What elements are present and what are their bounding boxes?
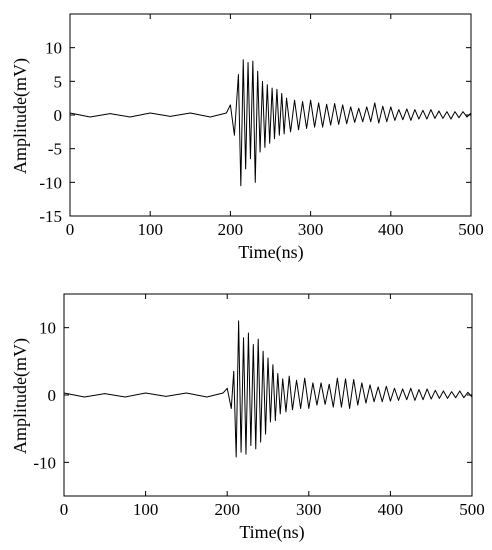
x-tick-label: 0 <box>60 500 69 519</box>
signal-line <box>69 59 472 187</box>
y-tick-label: 0 <box>48 386 57 405</box>
x-tick-label: 500 <box>459 500 485 519</box>
signal-line <box>63 320 473 458</box>
x-tick-label: 400 <box>378 220 404 239</box>
y-tick-label: -10 <box>39 173 62 192</box>
x-tick-label: 400 <box>378 500 404 519</box>
y-tick-label: -15 <box>39 207 62 226</box>
x-tick-label: 500 <box>458 220 484 239</box>
y-axis-label: Amplitude(mV) <box>10 58 31 174</box>
y-axis-label: Amplitude(mV) <box>10 338 31 454</box>
y-tick-label: 10 <box>45 39 62 58</box>
x-tick-label: 200 <box>218 220 244 239</box>
y-tick-label: 0 <box>54 106 63 125</box>
x-axis-label: Time(ns) <box>239 522 304 543</box>
x-tick-label: 300 <box>298 220 324 239</box>
y-tick-label: -5 <box>48 140 62 159</box>
y-tick-label: 10 <box>39 319 56 338</box>
chart-bottom: Amplitude(mV) Time(ns) 0 100 200 300 400 500-… <box>10 293 485 543</box>
x-tick-label: 100 <box>137 220 163 239</box>
x-tick-label: 300 <box>296 500 322 519</box>
y-tick-label: -10 <box>33 453 56 472</box>
x-tick-label: 200 <box>214 500 240 519</box>
x-tick-label: 0 <box>66 220 75 239</box>
x-tick-label: 100 <box>133 500 159 519</box>
chart-top: Amplitude(mV) Time(ns) 0 100 200 300 400 500-… <box>10 13 484 263</box>
y-tick-label: 5 <box>54 72 63 91</box>
plot-frame <box>63 293 473 497</box>
x-axis-label: Time(ns) <box>238 242 303 263</box>
